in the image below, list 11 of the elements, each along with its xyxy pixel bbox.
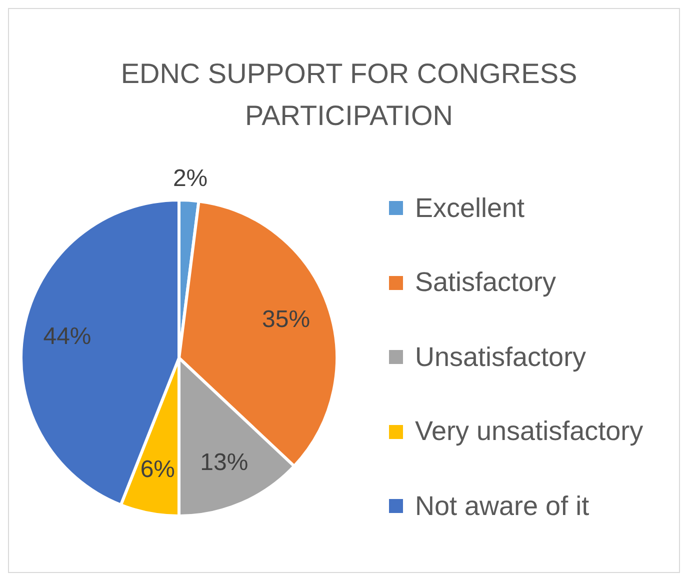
legend-label: Very unsatisfactory	[415, 416, 644, 448]
data-label: 6%	[140, 456, 176, 484]
data-label: 35%	[262, 306, 310, 333]
legend-label: Not aware of it	[415, 490, 590, 522]
data-label: 44%	[43, 323, 92, 350]
legend-label: Unsatisfactory	[415, 342, 586, 373]
data-label: 13%	[200, 448, 248, 476]
data-label: 2%	[172, 164, 208, 192]
legend-label: Excellent	[415, 192, 525, 224]
legend-label: Satisfactory	[415, 267, 556, 298]
chart-title: EDNC SUPPORT FOR CONGRESS PARTICIPATION	[120, 57, 578, 133]
